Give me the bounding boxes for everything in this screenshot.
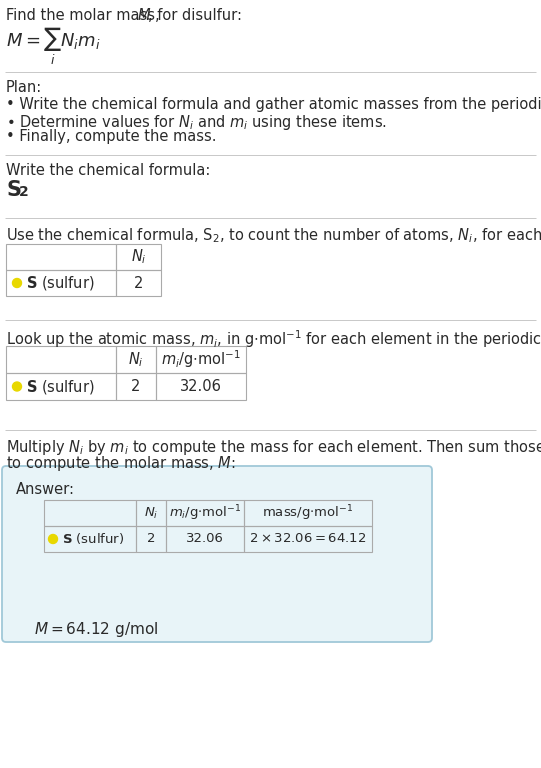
Bar xyxy=(166,500,244,526)
Text: • Determine values for $N_i$ and $m_i$ using these items.: • Determine values for $N_i$ and $m_i$ u… xyxy=(6,113,387,132)
Bar xyxy=(116,270,161,296)
Text: $\mathbf{S}$ (sulfur): $\mathbf{S}$ (sulfur) xyxy=(26,378,95,396)
Bar xyxy=(166,526,244,552)
Text: $\mathbf{S}$ (sulfur): $\mathbf{S}$ (sulfur) xyxy=(26,274,95,292)
Text: • Write the chemical formula and gather atomic masses from the periodic table.: • Write the chemical formula and gather … xyxy=(6,97,541,112)
Text: to compute the molar mass, $M$:: to compute the molar mass, $M$: xyxy=(6,454,236,473)
Text: Find the molar mass,: Find the molar mass, xyxy=(6,8,164,23)
Text: Look up the atomic mass, $m_i$, in g$\cdot$mol$^{-1}$ for each element in the pe: Look up the atomic mass, $m_i$, in g$\cd… xyxy=(6,328,541,349)
Text: 2: 2 xyxy=(147,532,155,545)
Bar xyxy=(116,373,156,400)
Circle shape xyxy=(49,535,57,544)
FancyBboxPatch shape xyxy=(2,466,432,642)
Text: $M = 64.12\ \mathrm{g/mol}$: $M = 64.12\ \mathrm{g/mol}$ xyxy=(34,620,159,639)
Text: 2: 2 xyxy=(131,379,141,394)
Text: M: M xyxy=(138,8,150,23)
Circle shape xyxy=(12,382,22,391)
Bar xyxy=(116,346,156,373)
Bar xyxy=(44,526,136,552)
Text: $N_i$: $N_i$ xyxy=(128,350,144,369)
Bar xyxy=(156,346,246,373)
Text: Plan:: Plan: xyxy=(6,80,42,95)
Bar xyxy=(136,526,166,552)
Bar xyxy=(136,500,166,526)
Bar xyxy=(44,500,136,526)
Text: $N_i$: $N_i$ xyxy=(144,505,158,521)
Text: • Finally, compute the mass.: • Finally, compute the mass. xyxy=(6,129,216,144)
Text: Use the chemical formula, S$_2$, to count the number of atoms, $N_i$, for each e: Use the chemical formula, S$_2$, to coun… xyxy=(6,226,541,245)
Text: 2: 2 xyxy=(19,185,29,199)
Bar xyxy=(6,270,116,296)
Bar xyxy=(244,500,372,526)
Text: Multiply $N_i$ by $m_i$ to compute the mass for each element. Then sum those val: Multiply $N_i$ by $m_i$ to compute the m… xyxy=(6,438,541,457)
Text: Write the chemical formula:: Write the chemical formula: xyxy=(6,163,210,178)
Bar xyxy=(6,244,116,270)
Text: , for disulfur:: , for disulfur: xyxy=(148,8,242,23)
Text: $2 \times 32.06 = 64.12$: $2 \times 32.06 = 64.12$ xyxy=(249,532,367,545)
Text: $N_i$: $N_i$ xyxy=(130,247,147,266)
Text: 2: 2 xyxy=(134,276,143,290)
Text: mass/g$\cdot$mol$^{-1}$: mass/g$\cdot$mol$^{-1}$ xyxy=(262,503,354,523)
Text: Answer:: Answer: xyxy=(16,482,75,497)
Text: 32.06: 32.06 xyxy=(186,532,224,545)
Text: $\mathbf{S}$ (sulfur): $\mathbf{S}$ (sulfur) xyxy=(62,531,124,547)
Bar xyxy=(156,373,246,400)
Text: $m_i$/g$\cdot$mol$^{-1}$: $m_i$/g$\cdot$mol$^{-1}$ xyxy=(169,503,241,523)
Bar xyxy=(116,244,161,270)
Text: S: S xyxy=(6,180,21,200)
Text: 32.06: 32.06 xyxy=(180,379,222,394)
Bar xyxy=(244,526,372,552)
Text: $m_i$/g$\cdot$mol$^{-1}$: $m_i$/g$\cdot$mol$^{-1}$ xyxy=(161,349,241,370)
Circle shape xyxy=(12,279,22,287)
Bar xyxy=(6,346,116,373)
Text: $M = \sum_i N_i m_i$: $M = \sum_i N_i m_i$ xyxy=(6,26,101,67)
Bar xyxy=(6,373,116,400)
